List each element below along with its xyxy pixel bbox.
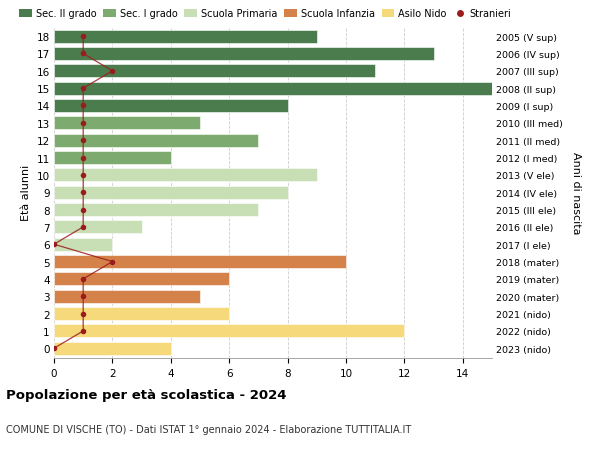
Bar (54, 342, 171, 355)
Bar (54, 134, 259, 147)
Point (79, 275, 88, 283)
Y-axis label: Anni di nascita: Anni di nascita (571, 151, 581, 234)
Bar (54, 221, 142, 234)
Point (107, 68, 117, 75)
Bar (54, 151, 171, 165)
Bar (54, 204, 259, 217)
Bar (54, 308, 229, 320)
Bar (54, 256, 346, 269)
Bar (54, 65, 375, 78)
Bar (54, 273, 229, 286)
Bar (54, 238, 112, 251)
Point (79, 189, 88, 196)
Point (79, 34, 88, 41)
Text: COMUNE DI VISCHE (TO) - Dati ISTAT 1° gennaio 2024 - Elaborazione TUTTITALIA.IT: COMUNE DI VISCHE (TO) - Dati ISTAT 1° ge… (6, 425, 411, 435)
Text: Popolazione per età scolastica - 2024: Popolazione per età scolastica - 2024 (6, 388, 287, 401)
Point (79, 50, 88, 58)
Point (79, 224, 88, 231)
Bar (54, 100, 287, 113)
Point (79, 137, 88, 145)
Bar (54, 31, 317, 44)
Point (49, 241, 59, 248)
Bar (54, 83, 492, 95)
Bar (54, 325, 404, 338)
Point (79, 293, 88, 300)
Bar (54, 290, 200, 303)
Point (79, 85, 88, 93)
Bar (54, 117, 200, 130)
Point (107, 258, 117, 266)
Point (79, 172, 88, 179)
Y-axis label: Età alunni: Età alunni (21, 165, 31, 221)
Point (79, 120, 88, 127)
Point (79, 310, 88, 318)
Legend: Sec. II grado, Sec. I grado, Scuola Primaria, Scuola Infanzia, Asilo Nido, Stran: Sec. II grado, Sec. I grado, Scuola Prim… (19, 9, 512, 19)
Point (79, 328, 88, 335)
Bar (54, 169, 317, 182)
Bar (54, 48, 434, 61)
Point (79, 207, 88, 214)
Point (49, 345, 59, 352)
Point (79, 155, 88, 162)
Bar (54, 186, 287, 199)
Point (79, 103, 88, 110)
